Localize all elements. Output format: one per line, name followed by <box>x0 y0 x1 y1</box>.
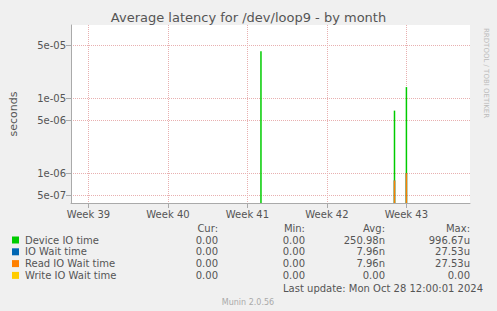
svg-text:Munin 2.0.56: Munin 2.0.56 <box>222 298 274 307</box>
svg-text:Week 43: Week 43 <box>385 209 428 220</box>
svg-text:IO Wait time: IO Wait time <box>25 246 87 257</box>
svg-text:Week 39: Week 39 <box>67 209 110 220</box>
svg-text:0.00: 0.00 <box>283 235 305 246</box>
svg-text:0.00: 0.00 <box>283 258 305 269</box>
svg-text:Last update: Mon Oct 28 12:00:: Last update: Mon Oct 28 12:00:01 2024 <box>283 283 483 294</box>
svg-text:Read IO Wait time: Read IO Wait time <box>25 258 115 269</box>
svg-text:7.96n: 7.96n <box>356 258 385 269</box>
svg-text:0.00: 0.00 <box>283 270 305 281</box>
svg-text:seconds: seconds <box>7 91 20 136</box>
svg-text:0.00: 0.00 <box>363 270 385 281</box>
svg-text:Min:: Min: <box>284 223 305 234</box>
svg-text:Week 42: Week 42 <box>305 209 348 220</box>
svg-text:0.00: 0.00 <box>448 270 470 281</box>
svg-text:Write IO Wait time: Write IO Wait time <box>25 270 116 281</box>
svg-text:27.53u: 27.53u <box>435 246 470 257</box>
svg-text:5e-06: 5e-06 <box>37 115 66 126</box>
svg-text:Average latency for /dev/loop9: Average latency for /dev/loop9 - by mont… <box>111 10 386 25</box>
svg-text:RRDTOOL / TOBI OETIKER: RRDTOOL / TOBI OETIKER <box>482 28 490 118</box>
svg-text:250.98n: 250.98n <box>344 235 385 246</box>
svg-text:Cur:: Cur: <box>197 223 218 234</box>
svg-text:7.96n: 7.96n <box>356 246 385 257</box>
svg-text:Device IO time: Device IO time <box>25 235 99 246</box>
svg-text:1e-06: 1e-06 <box>37 168 66 179</box>
svg-text:1e-05: 1e-05 <box>37 93 66 104</box>
svg-text:Avg:: Avg: <box>363 223 385 234</box>
svg-text:996.67u: 996.67u <box>429 235 470 246</box>
svg-text:0.00: 0.00 <box>196 258 218 269</box>
svg-text:0.00: 0.00 <box>196 270 218 281</box>
svg-text:5e-07: 5e-07 <box>37 190 66 201</box>
svg-text:Max:: Max: <box>446 223 470 234</box>
svg-text:5e-05: 5e-05 <box>37 40 66 51</box>
svg-text:Week 41: Week 41 <box>226 209 269 220</box>
svg-text:27.53u: 27.53u <box>435 258 470 269</box>
svg-text:0.00: 0.00 <box>283 246 305 257</box>
svg-text:0.00: 0.00 <box>196 246 218 257</box>
svg-text:0.00: 0.00 <box>196 235 218 246</box>
svg-text:Week 40: Week 40 <box>146 209 189 220</box>
